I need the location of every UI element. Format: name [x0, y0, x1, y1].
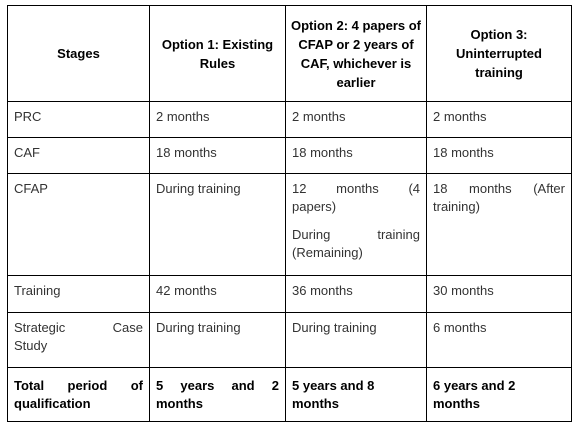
text-line: Total period of — [14, 377, 143, 393]
cell-stage: Total period of qualification — [7, 367, 150, 422]
header-option-2: Option 2: 4 papers of CFAP or 2 years of… — [285, 5, 427, 102]
table-header-row: Stages Option 1: Existing Rules Option 2… — [7, 5, 572, 102]
cell-option-1: 2 months — [149, 101, 286, 138]
qualification-options-table-container: Stages Option 1: Existing Rules Option 2… — [7, 5, 572, 422]
text-line: 5 years and 8 — [292, 377, 375, 393]
table-row-cfap: CFAP During training 12 months (4 papers… — [7, 173, 572, 276]
cfap-option-2-second-paragraph: During training (Remaining) — [292, 226, 420, 262]
text-line: qualification — [14, 395, 91, 411]
header-option-3: Option 3: Uninterrupted training — [426, 5, 572, 102]
text-line: months — [156, 395, 203, 411]
text-line: During training — [292, 227, 420, 242]
cell-option-1: During training — [149, 173, 286, 276]
cell-option-2: 12 months (4 papers) During training (Re… — [285, 173, 427, 276]
text-line: papers) — [292, 199, 337, 214]
text-line: 12 months (4 — [292, 181, 420, 196]
header-option-1: Option 1: Existing Rules — [149, 5, 286, 102]
text-line: Strategic Case — [14, 320, 143, 335]
table-row-training: Training 42 months 36 months 30 months — [7, 275, 572, 313]
cell-option-2: 18 months — [285, 137, 427, 174]
table-row-total-period: Total period of qualification 5 years an… — [7, 367, 572, 422]
text-line: months — [433, 395, 480, 411]
cell-stage: Training — [7, 275, 150, 313]
cell-option-2: 2 months — [285, 101, 427, 138]
cell-option-2: 5 years and 8 months — [285, 367, 427, 422]
text-line: Study — [14, 338, 48, 353]
text-line: 6 years and 2 — [433, 377, 516, 393]
cell-option-3: 6 months — [426, 312, 572, 368]
cell-option-2: During training — [285, 312, 427, 368]
cell-option-3: 6 years and 2 months — [426, 367, 572, 422]
cell-stage: CFAP — [7, 173, 150, 276]
text-line: 5 years and 2 — [156, 377, 279, 393]
cell-option-1: 5 years and 2 months — [149, 367, 286, 422]
text-line: months — [292, 395, 339, 411]
qualification-options-table: Stages Option 1: Existing Rules Option 2… — [7, 5, 572, 422]
cell-stage: CAF — [7, 137, 150, 174]
cell-option-3: 30 months — [426, 275, 572, 313]
text-line: training) — [433, 199, 480, 214]
table-row-prc: PRC 2 months 2 months 2 months — [7, 101, 572, 138]
text-line: 18 months (After — [433, 181, 565, 196]
cell-option-1: During training — [149, 312, 286, 368]
cell-option-3: 18 months (After training) — [426, 173, 572, 276]
header-stages: Stages — [7, 5, 150, 102]
cell-stage: Strategic Case Study — [7, 312, 150, 368]
cell-option-1: 18 months — [149, 137, 286, 174]
table-row-caf: CAF 18 months 18 months 18 months — [7, 137, 572, 174]
cfap-option-2-first-paragraph: 12 months (4 papers) — [292, 180, 420, 216]
text-line: (Remaining) — [292, 245, 363, 260]
table-row-strategic-case-study: Strategic Case Study During training Dur… — [7, 312, 572, 368]
cell-option-2: 36 months — [285, 275, 427, 313]
cell-option-1: 42 months — [149, 275, 286, 313]
cell-option-3: 18 months — [426, 137, 572, 174]
cell-stage: PRC — [7, 101, 150, 138]
cell-option-3: 2 months — [426, 101, 572, 138]
